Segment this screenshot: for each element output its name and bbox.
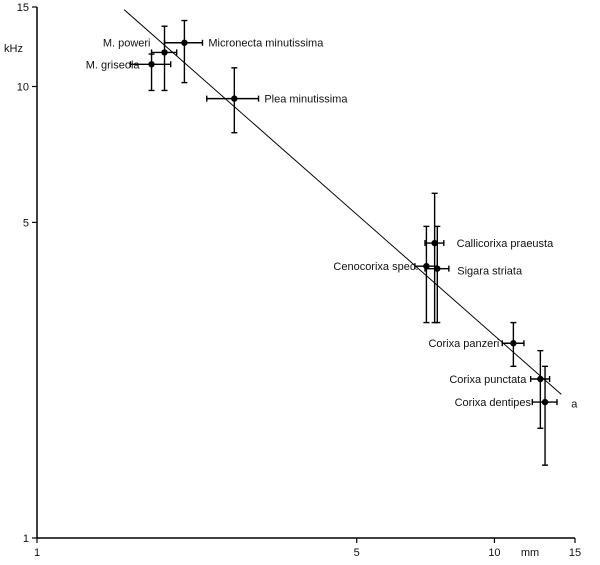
data-marker [161,49,168,56]
x-tick-label: 5 [354,547,360,559]
data-marker [541,398,549,406]
point-label: Corixa dentipes [455,397,532,409]
data-point: Corixa panzeri [428,321,525,368]
point-label: M. poweri [103,37,151,49]
data-point: Plea minutissima [206,67,348,134]
y-tick-label: 5 [23,217,29,229]
data-marker [231,95,238,102]
data-marker [181,39,188,46]
y-tick-label: 15 [17,2,29,14]
data-point: M. poweri [103,25,178,92]
y-axis-unit-label: kHz [4,43,23,55]
data-points: M. poweri M. griseola Micronecta minutissi… [86,19,558,466]
regression-line-label: a [571,398,578,410]
data-point: Sigara striata [424,225,523,324]
point-label: Cenocorixa spec. [333,261,418,273]
regression-line [123,9,562,395]
data-marker [510,340,517,347]
point-label: Plea minutissima [264,94,348,106]
data-point: Corixa dentipes [455,365,558,466]
data-marker [434,265,441,272]
data-marker [537,375,544,383]
x-tick-label: 15 [569,547,581,559]
point-label: Corixa punctata [449,374,527,386]
y-tick-label: 1 [23,533,29,545]
data-point: M. griseola [86,53,172,92]
point-label: Micronecta minutissima [208,38,324,50]
data-point: Micronecta minutissima [163,19,324,84]
data-marker [431,239,438,247]
x-tick-label: 1 [34,547,40,559]
axes [36,7,575,539]
point-label: Sigara striata [457,266,523,278]
data-point: Cenocorixa spec. [333,225,438,324]
y-tick-label: 10 [17,82,29,94]
data-marker [148,61,155,68]
x-axis-unit-label: mm [521,547,539,559]
data-point: Corixa punctata [449,349,551,429]
point-label: Callicorixa praeusta [457,238,554,250]
data-point: Callicorixa praeusta [424,192,554,324]
point-label: Corixa panzeri [428,338,499,350]
x-tick-label: 10 [488,547,500,559]
point-label: M. griseola [86,59,141,71]
